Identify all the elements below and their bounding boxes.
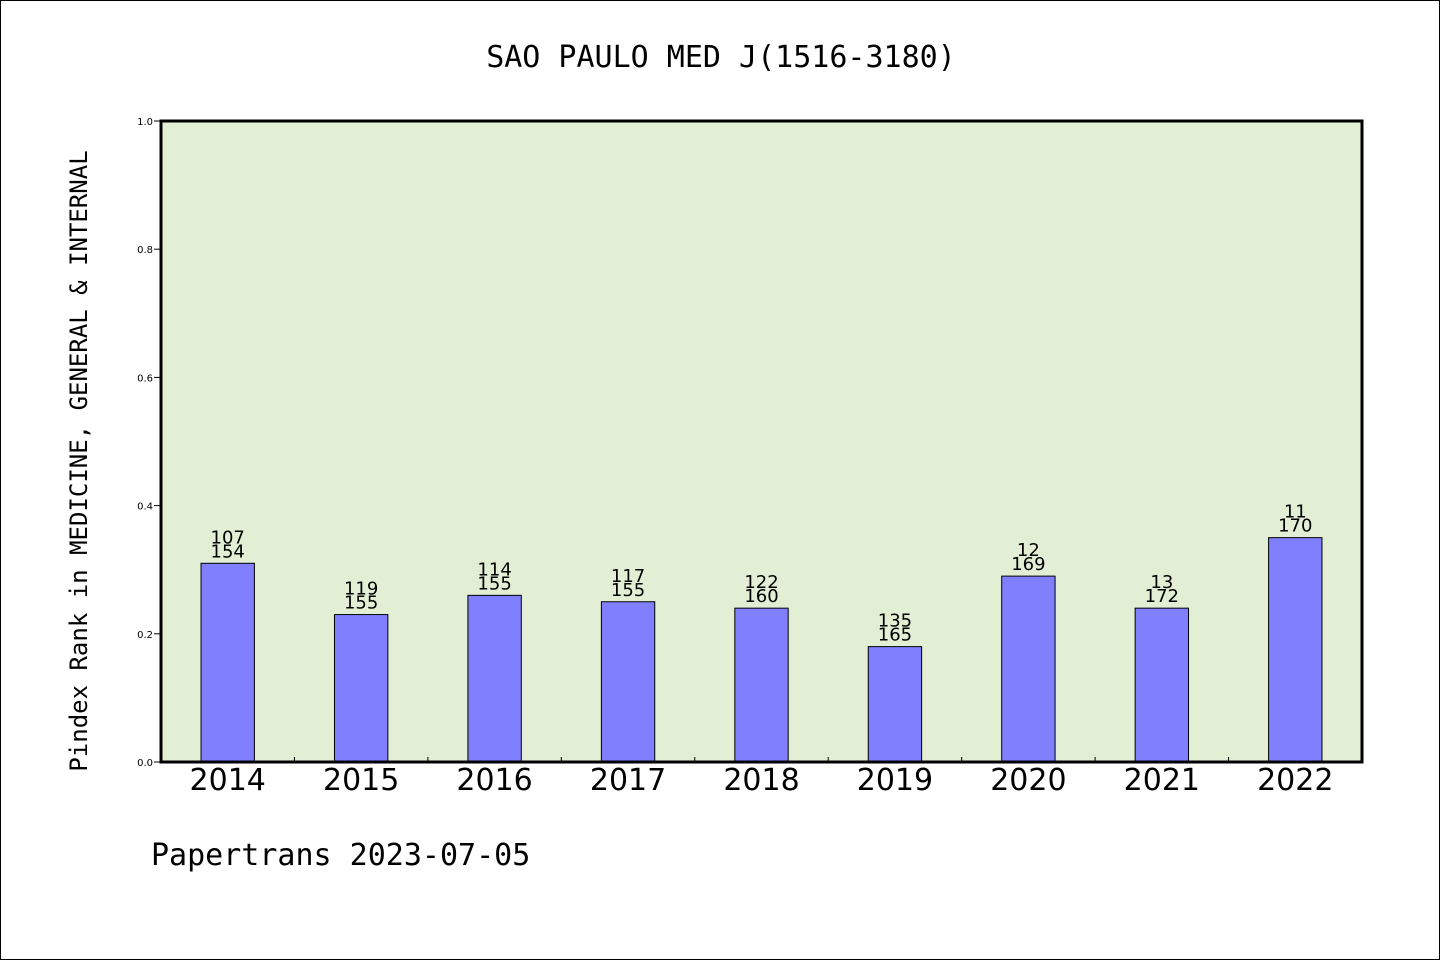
bar-rank-label: 13: [1150, 572, 1173, 593]
y-axis: 0.0 0.2 0.4 0.6 0.8 1.0: [137, 117, 161, 769]
bar: [333, 614, 389, 763]
bar: [467, 594, 522, 763]
y-tick-label: 0.6: [137, 373, 153, 384]
bar-total-label: 155: [611, 580, 645, 601]
bar-total-label: 160: [744, 586, 778, 607]
x-tick-label: 2021: [1124, 763, 1200, 798]
bar-rank-label: 119: [344, 579, 378, 600]
bar-total-label: 170: [1278, 516, 1312, 537]
y-tick-label: 1.0: [137, 117, 153, 128]
x-tick-label: 2022: [1257, 763, 1333, 798]
x-tick-label: 2018: [723, 763, 799, 798]
bar: [600, 601, 656, 763]
bar-rank-label: 11: [1284, 502, 1307, 523]
bar: [200, 562, 255, 763]
bar-total-label: 154: [211, 541, 245, 562]
bar-total-label: 155: [477, 573, 511, 594]
x-axis: 2014 2015 2016 2017 2018 2019 2020 2021 2022: [190, 757, 1333, 798]
bar-rank-label: 114: [477, 559, 511, 580]
bar: [1001, 575, 1056, 763]
plot-area: [159, 119, 1364, 764]
x-tick-label: 2020: [990, 763, 1066, 798]
bar: [1134, 607, 1190, 763]
bar-total-label: 172: [1145, 586, 1179, 607]
y-tick-label: 0.8: [137, 245, 153, 256]
bar: [1268, 537, 1323, 763]
bar-total-label: 155: [344, 593, 378, 614]
y-tick-label: 0.4: [137, 502, 153, 513]
y-tick-label: 0.2: [137, 630, 153, 641]
bar-rank-label: 107: [211, 527, 245, 548]
bar-rank-label: 135: [878, 611, 912, 632]
x-tick-label: 2017: [590, 763, 666, 798]
bar-rank-label: 122: [744, 572, 778, 593]
bar-total-label: 165: [878, 625, 912, 646]
bar-total-label: 169: [1011, 554, 1045, 575]
x-tick-label: 2016: [456, 763, 532, 798]
chart-title: SAO PAULO MED J(1516-3180): [486, 40, 956, 75]
x-tick-label: 2019: [857, 763, 933, 798]
bar-rank-label: 12: [1017, 540, 1040, 561]
bar-rank-label: 117: [611, 566, 645, 587]
x-tick-label: 2014: [190, 763, 266, 798]
bar: [867, 646, 923, 763]
footer-credit: Papertrans 2023-07-05: [151, 838, 530, 873]
y-tick-label: 0.0: [137, 758, 153, 769]
bars: [200, 537, 1323, 763]
x-tick-label: 2015: [323, 763, 399, 798]
bar: [734, 607, 789, 763]
y-axis-label: Pindex Rank in MEDICINE, GENERAL & INTER…: [65, 150, 93, 771]
